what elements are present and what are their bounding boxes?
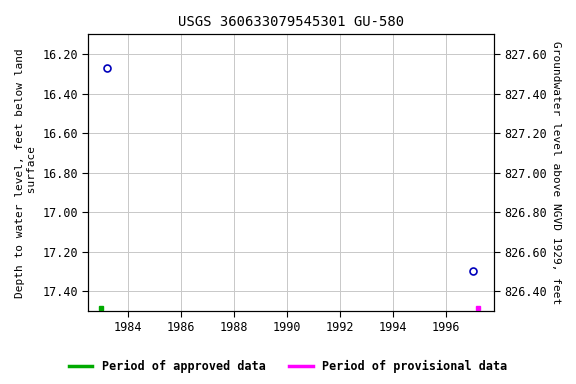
Y-axis label: Depth to water level, feet below land
 surface: Depth to water level, feet below land su… (15, 48, 37, 298)
Title: USGS 360633079545301 GU-580: USGS 360633079545301 GU-580 (178, 15, 404, 29)
Y-axis label: Groundwater level above NGVD 1929, feet: Groundwater level above NGVD 1929, feet (551, 41, 561, 304)
Legend: Period of approved data, Period of provisional data: Period of approved data, Period of provi… (64, 356, 512, 378)
